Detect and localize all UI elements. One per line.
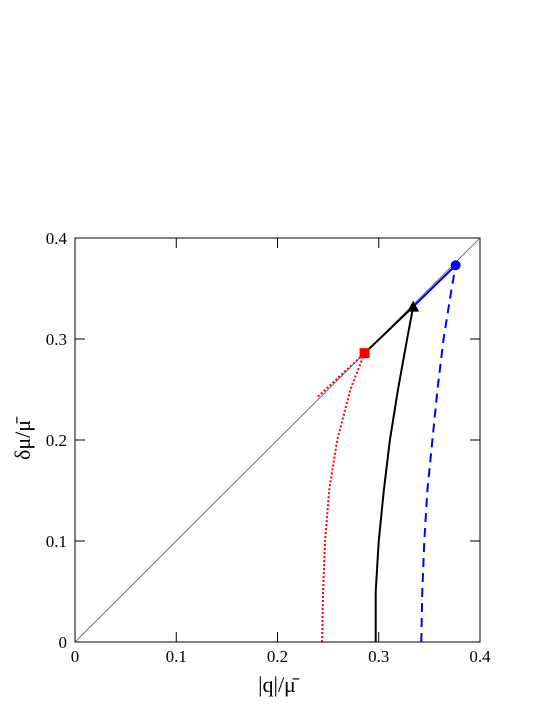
- x-tick-label: 0.1: [166, 647, 187, 666]
- marker-square: [359, 348, 370, 359]
- x-tick-label: 0.2: [267, 647, 288, 666]
- y-tick-label: 0.4: [46, 229, 68, 248]
- series-line: [321, 352, 366, 643]
- series-line: [363, 305, 414, 354]
- series-line: [374, 306, 415, 642]
- series-line: [412, 264, 457, 308]
- y-tick-label: 0.3: [46, 330, 67, 349]
- marker-circle: [450, 260, 461, 271]
- series-line: [420, 265, 457, 643]
- y-tick-label: 0.1: [46, 532, 67, 551]
- y-axis-label: δμ/μ̄: [10, 416, 35, 460]
- series-line: [317, 352, 366, 398]
- y-tick-label: 0: [59, 633, 68, 652]
- marker-triangle: [407, 300, 420, 312]
- y-tick-label: 0.2: [46, 431, 67, 450]
- x-axis-label: |q|/μ̄: [258, 672, 300, 697]
- x-tick-label: 0: [71, 647, 80, 666]
- x-tick-label: 0.4: [469, 647, 491, 666]
- x-tick-label: 0.3: [368, 647, 389, 666]
- series-line: [74, 237, 481, 643]
